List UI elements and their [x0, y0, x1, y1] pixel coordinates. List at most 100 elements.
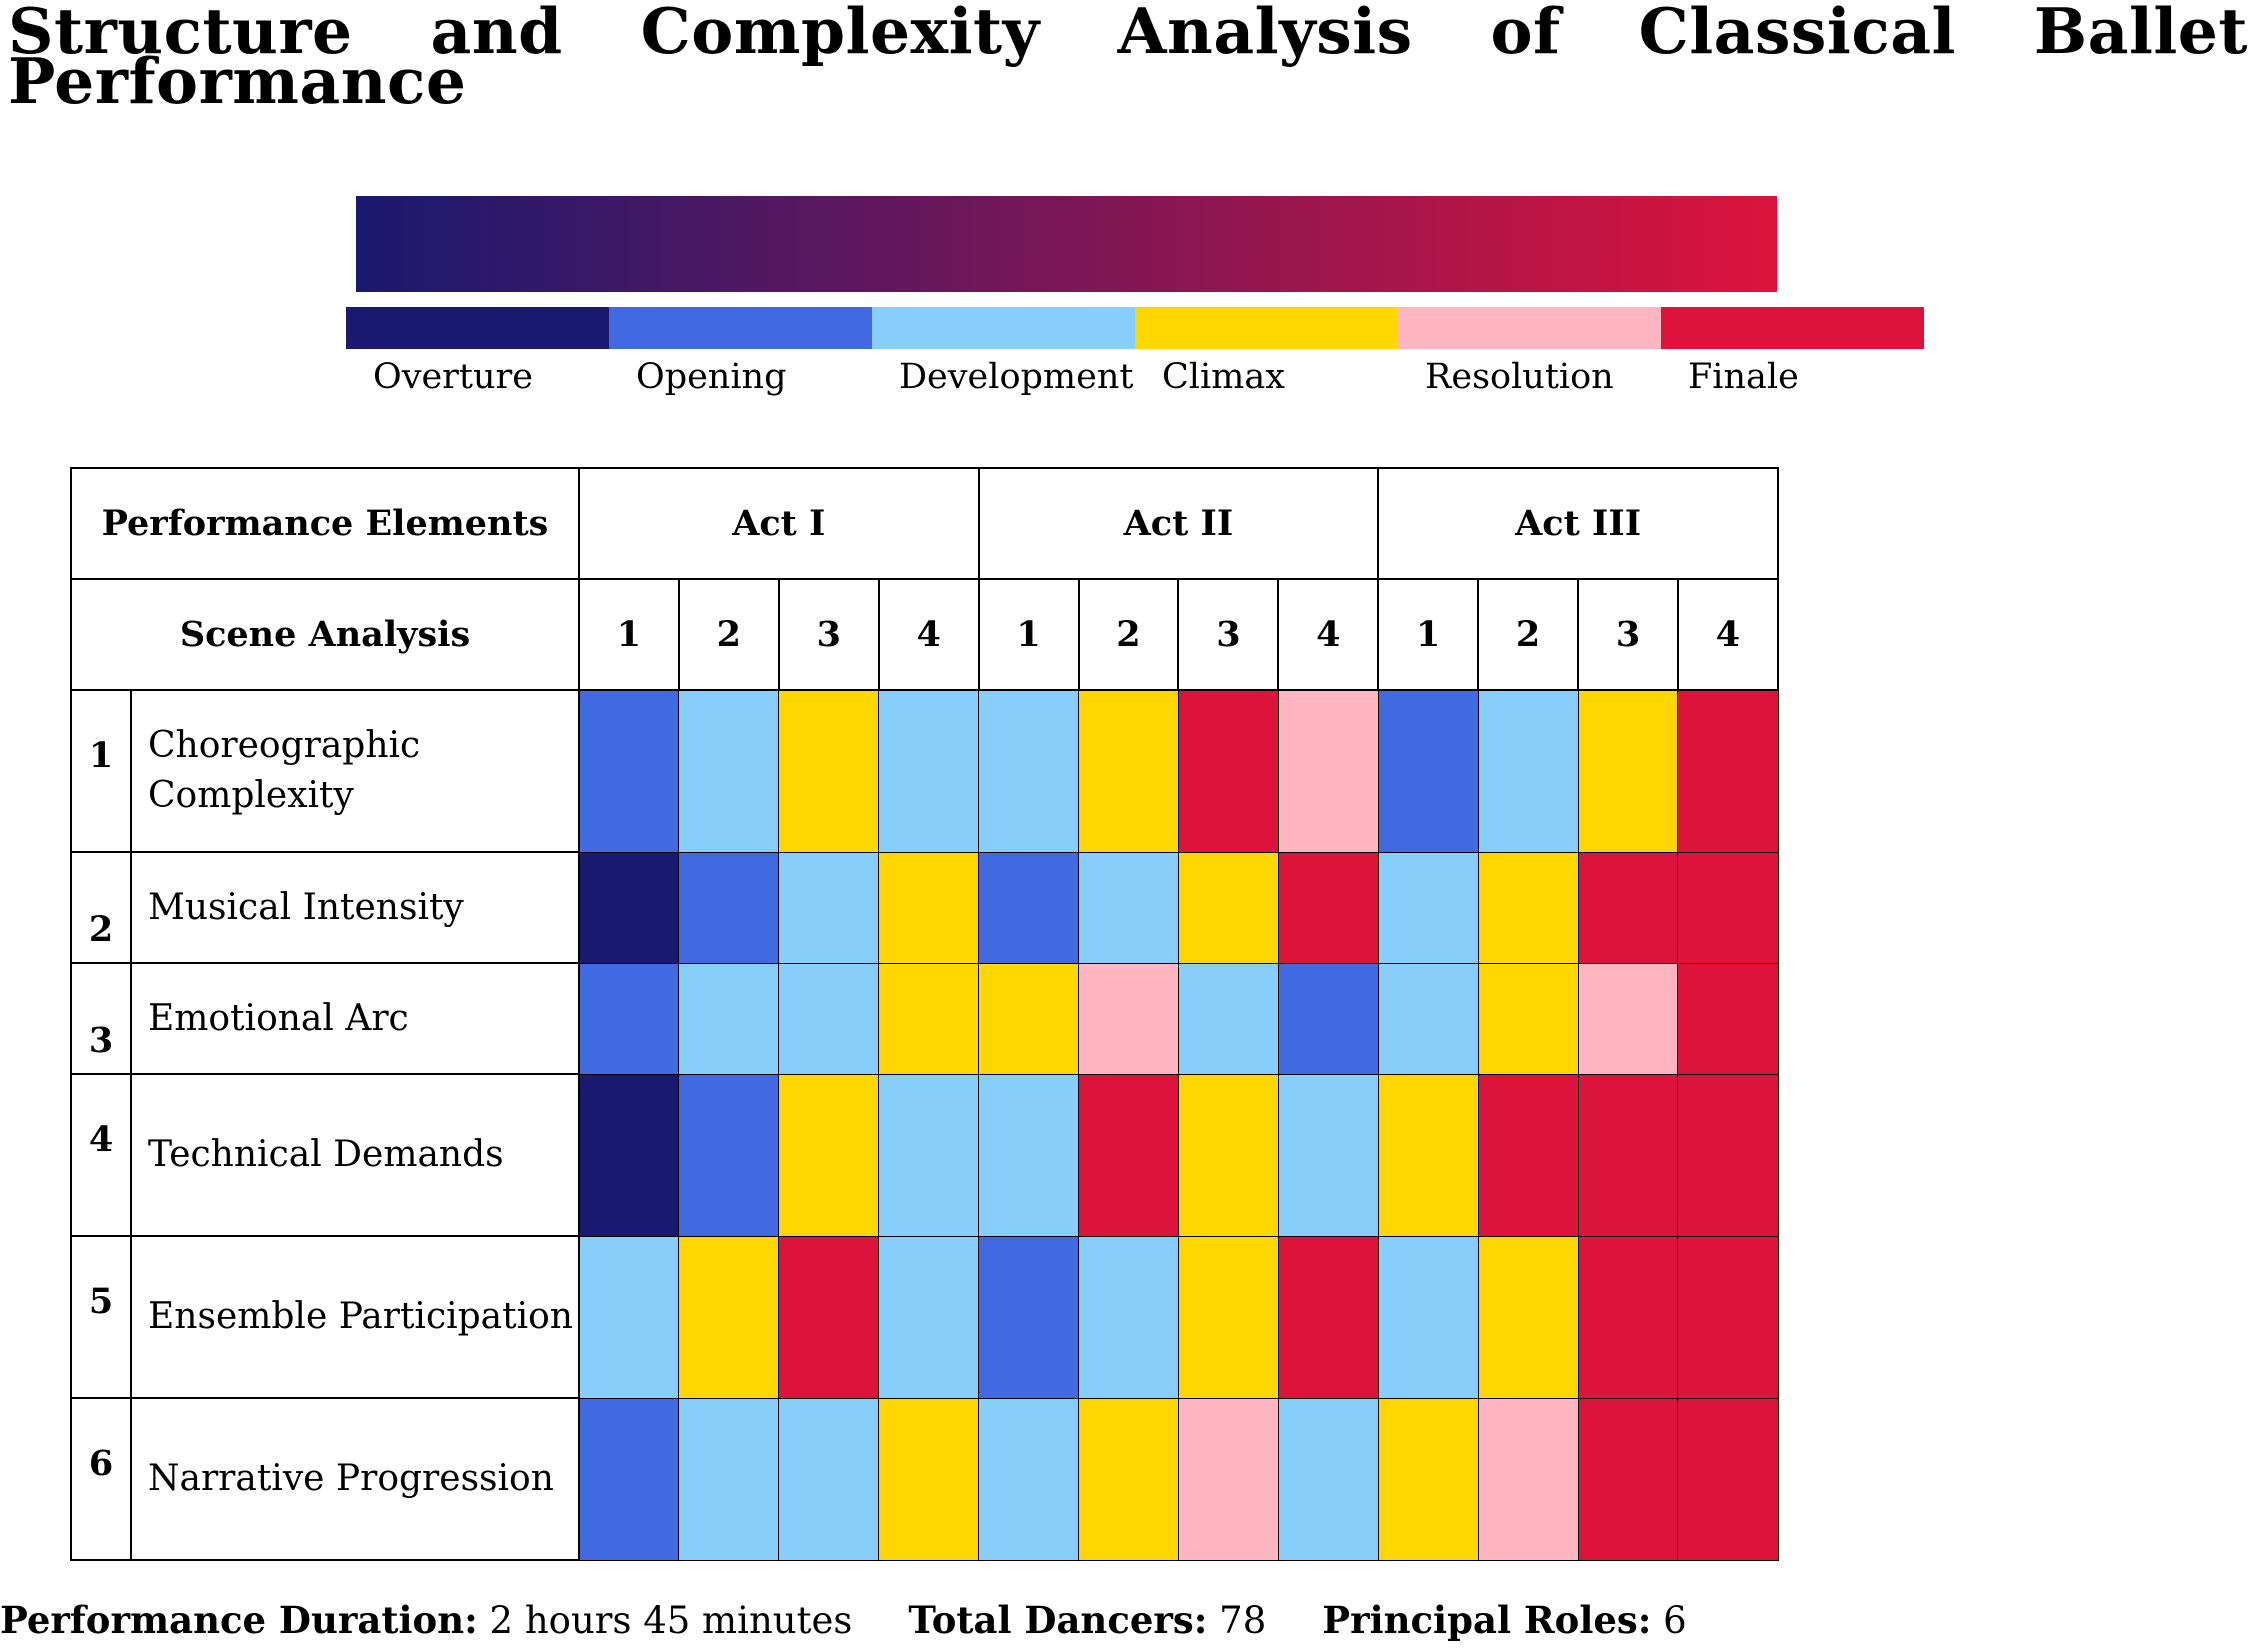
scene-number-header: 2	[677, 578, 780, 691]
row-label: Musical Intensity	[130, 851, 580, 964]
phase-cell	[1078, 962, 1179, 1075]
legend-item: Resolution	[1398, 307, 1661, 397]
scene-number-header: 1	[578, 578, 680, 691]
scene-number-header: 4	[1277, 578, 1380, 691]
phase-cell	[1177, 1397, 1279, 1561]
phase-cell	[778, 1073, 880, 1237]
phase-cell	[1377, 689, 1479, 853]
phase-cell	[1477, 1397, 1579, 1561]
phase-cell	[1177, 1235, 1279, 1399]
phase-cell	[1277, 962, 1379, 1075]
legend-swatch	[1135, 307, 1398, 349]
phase-cell	[1078, 851, 1179, 964]
scene-number-header: 3	[777, 578, 880, 691]
phase-cell	[1078, 1397, 1179, 1561]
scene-number-header: 2	[1077, 578, 1180, 691]
legend-swatch	[872, 307, 1135, 349]
duration-value: 2 hours 45 minutes	[489, 1599, 853, 1642]
phase-cell	[978, 962, 1080, 1075]
act-header: Act II	[977, 467, 1380, 580]
phase-cell	[578, 1073, 680, 1237]
legend-item: Overture	[346, 307, 609, 397]
legend-item: Climax	[1135, 307, 1398, 397]
roles-label: Principal Roles:	[1322, 1598, 1652, 1642]
phase-cell	[1477, 689, 1579, 853]
legend-label: Overture	[373, 357, 533, 397]
phase-cell	[878, 1397, 980, 1561]
roles-value: 6	[1663, 1599, 1687, 1642]
legend-item: Finale	[1661, 307, 1924, 397]
phase-cell	[878, 689, 980, 853]
legend-label: Climax	[1162, 357, 1285, 397]
phase-cell	[578, 689, 680, 853]
scene-number-header: 4	[877, 578, 980, 691]
act-header: Act I	[578, 467, 980, 580]
row-label: Technical Demands	[130, 1073, 580, 1237]
legend-item: Opening	[609, 307, 872, 397]
table-row: 2 Musical Intensity	[70, 851, 1779, 964]
phase-cell	[578, 1235, 680, 1399]
scene-analysis-header: Scene Analysis	[70, 578, 580, 691]
table-row: 1 Choreographic Complexity	[70, 689, 1779, 853]
footer-summary: Performance Duration: 2 hours 45 minutes…	[0, 1598, 1687, 1642]
duration-label: Performance Duration:	[0, 1598, 478, 1642]
row-label: Choreographic Complexity	[130, 689, 580, 853]
scene-number-header: 2	[1477, 578, 1580, 691]
phase-cell	[1677, 1235, 1779, 1399]
phase-cell	[1078, 1235, 1179, 1399]
row-number: 1	[70, 689, 132, 853]
phase-cell	[1677, 1073, 1779, 1237]
phase-cell	[1677, 962, 1779, 1075]
phase-cell	[778, 851, 880, 964]
scene-number-header: 1	[1377, 578, 1480, 691]
phase-cell	[978, 689, 1080, 853]
scene-number-header: 3	[1177, 578, 1280, 691]
phase-cell	[1377, 1397, 1479, 1561]
phase-cell	[1277, 1073, 1379, 1237]
phase-cell	[878, 1235, 980, 1399]
phase-cell	[978, 1073, 1080, 1237]
table-row: 6 Narrative Progression	[70, 1397, 1779, 1561]
phase-cell	[1277, 1397, 1379, 1561]
phase-cell	[578, 851, 680, 964]
phase-legend: Overture Opening Development Climax Resoluti…	[346, 307, 1924, 397]
phase-cell	[878, 962, 980, 1075]
performance-elements-header: Performance Elements	[70, 467, 580, 580]
phase-cell	[678, 689, 780, 853]
table-row: 3 Emotional Arc	[70, 962, 1779, 1075]
phase-cell	[1477, 1235, 1579, 1399]
legend-swatch	[609, 307, 872, 349]
act-header-row: Performance Elements Act I Act II Act II…	[70, 467, 1779, 580]
phase-cell	[778, 689, 880, 853]
phase-cell	[978, 1397, 1080, 1561]
phase-cell	[678, 851, 780, 964]
phase-cell	[678, 1073, 780, 1237]
phase-cell	[578, 1397, 680, 1561]
phase-cell	[678, 1397, 780, 1561]
scene-number-header: 3	[1577, 578, 1679, 691]
phase-cell	[1177, 1073, 1279, 1237]
phase-cell	[1177, 689, 1279, 853]
analysis-matrix: Performance Elements Act I Act II Act II…	[70, 467, 1780, 1561]
row-number: 3	[70, 962, 132, 1075]
legend-label: Development	[899, 357, 1134, 397]
dancers-label: Total Dancers:	[908, 1598, 1208, 1642]
legend-label: Resolution	[1425, 357, 1614, 397]
phase-cell	[1177, 851, 1279, 964]
row-label: Ensemble Participation	[130, 1235, 580, 1399]
phase-cell	[1377, 962, 1479, 1075]
legend-swatch	[1661, 307, 1924, 349]
phase-cell	[1577, 689, 1679, 853]
phase-cell	[1677, 689, 1779, 853]
phase-cell	[878, 851, 980, 964]
phase-cell	[578, 962, 680, 1075]
phase-cell	[678, 1235, 780, 1399]
page-title: Structure and Complexity Analysis of Cla…	[8, 0, 2248, 118]
row-number: 4	[70, 1073, 132, 1237]
phase-cell	[1078, 689, 1179, 853]
phase-cell	[1277, 1235, 1379, 1399]
phase-cell	[1177, 962, 1279, 1075]
phase-cell	[1377, 1073, 1479, 1237]
table-row: 4 Technical Demands	[70, 1073, 1779, 1237]
